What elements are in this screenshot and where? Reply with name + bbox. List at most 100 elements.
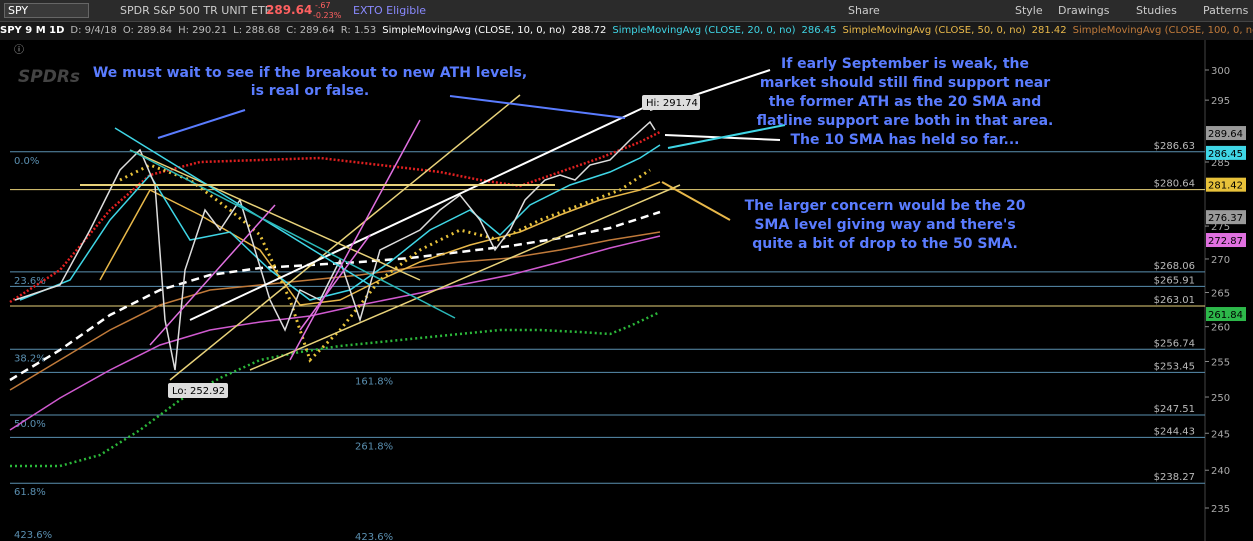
trend-line [289, 119, 421, 361]
info-item: R: 1.53 [340, 25, 377, 36]
info-item: H: 290.21 [178, 25, 228, 36]
info-icon: ⓘ [14, 44, 24, 56]
watermark: SPDRs [18, 67, 80, 87]
arrow [157, 109, 246, 139]
fib-label: 423.6% [355, 532, 393, 541]
tick-label: 245 [1211, 429, 1230, 440]
price-box-label: 286.45 [1208, 149, 1243, 160]
annotation: flatline support are both in that area. [757, 113, 1054, 129]
badge: EXTO Eligible [353, 4, 427, 17]
price-box [1206, 145, 1246, 160]
price-box-label: 281.42 [1208, 181, 1243, 192]
level-label: $286.63 [1154, 141, 1195, 152]
fib-label: 161.8% [355, 376, 393, 387]
info-item: SimpleMovingAvg (CLOSE, 100, 0, no) ... [1072, 25, 1253, 36]
arrow [661, 181, 731, 221]
fib-label: 50.0% [14, 419, 46, 430]
trend-line [299, 234, 371, 331]
annotation: is real or false. [251, 83, 369, 99]
info-item: SimpleMovingAvg (CLOSE, 10, 0, no) [382, 25, 566, 36]
level-label: $253.45 [1154, 361, 1195, 372]
sma-20 [19, 144, 661, 301]
trend-line [129, 149, 421, 281]
info-item: C: 289.64 [286, 25, 335, 36]
level-label: $244.43 [1154, 426, 1195, 437]
info-item: 288.72 [571, 25, 607, 36]
patterns-button[interactable]: Patterns [1203, 4, 1249, 17]
price-box-label: 261.84 [1208, 310, 1243, 321]
annotation: We must wait to see if the breakout to n… [93, 65, 527, 81]
symbol-input[interactable]: SPY [4, 3, 89, 18]
annotation: The larger concern would be the 20 [745, 198, 1026, 214]
tick-label: 235 [1211, 504, 1230, 515]
tick-label: 270 [1211, 255, 1230, 266]
level-label: $265.91 [1154, 275, 1195, 286]
price [14, 120, 656, 371]
hi-label: Hi: 291.74 [646, 98, 698, 109]
info-item: O: 289.84 [122, 25, 173, 36]
fib-label: 38.2% [14, 353, 46, 364]
info-item: SimpleMovingAvg (CLOSE, 20, 0, no) [612, 25, 796, 36]
price-box [1206, 210, 1246, 225]
tick-label: 285 [1211, 158, 1230, 169]
tick-label: 275 [1211, 222, 1230, 233]
annotations: We must wait to see if the breakout to n… [93, 56, 1054, 252]
info-item: 281.42 [1031, 25, 1067, 36]
style-button[interactable]: Style [1015, 4, 1043, 17]
price-axis: 300 295 285 275 270 265 260 255 250 245 240 235 289.… [1205, 66, 1246, 515]
studies-button[interactable]: Studies [1136, 4, 1177, 17]
sma-50-purple [9, 235, 661, 431]
trend-line [149, 204, 276, 346]
price-box-label: 276.37 [1208, 213, 1243, 224]
arrow [449, 95, 626, 119]
levels: $286.63 $280.64 $268.06 $265.91 $263.01 $256.… [10, 141, 1205, 498]
level-label: $238.27 [1154, 472, 1195, 483]
lo-box [168, 383, 228, 398]
info-item: 286.45 [801, 25, 837, 36]
trend-line [129, 149, 456, 319]
info-item: SPY 9 M 1D [0, 25, 65, 36]
fib-label: 0.0% [14, 156, 39, 167]
annotation: SMA level giving way and there's [754, 217, 1015, 233]
change-pct: -0.23% [313, 11, 342, 20]
lo-label: Lo: 252.92 [172, 386, 225, 397]
level-label: $256.74 [1154, 338, 1195, 349]
trend-line [249, 184, 681, 371]
level-label: $280.64 [1154, 179, 1195, 190]
annotation: If early September is weak, the [781, 56, 1029, 72]
annotation: market should still find support near [760, 75, 1050, 91]
info-item: SimpleMovingAvg (CLOSE, 50, 0, no) [842, 25, 1026, 36]
info-item: L: 288.68 [233, 25, 281, 36]
fib-label: 261.8% [355, 441, 393, 452]
price-box [1206, 177, 1246, 192]
tick-label: 295 [1211, 96, 1230, 107]
tick-label: 265 [1211, 289, 1230, 300]
level-label: $247.51 [1154, 404, 1195, 415]
share-button[interactable]: Share [848, 4, 880, 17]
level-label: $268.06 [1154, 261, 1195, 272]
change: -.67 [315, 1, 331, 10]
fib-label: 61.8% [14, 487, 46, 498]
fib-label: 23.6% [14, 276, 46, 287]
fib-label: 423.6% [14, 530, 52, 541]
info-bar: SPY 9 M 1D D: 9/4/18 O: 289.84 H: 290.21 L: … [0, 22, 1253, 40]
price-box [1206, 233, 1246, 248]
price-box [1206, 307, 1246, 322]
trend-line [114, 127, 371, 286]
arrow [667, 124, 786, 149]
tick-label: 255 [1211, 357, 1230, 368]
info-item: D: 9/4/18 [70, 25, 117, 36]
drawings-button[interactable]: Drawings [1058, 4, 1110, 17]
last-price: 289.64 [266, 3, 313, 17]
price-box-label: 289.64 [1208, 129, 1243, 140]
annotation: The 10 SMA has held so far... [791, 132, 1020, 148]
level-label: $263.01 [1154, 295, 1195, 306]
annotation: the former ATH as the 20 SMA and [769, 94, 1042, 110]
toolbar: SPY SPDR S&P 500 TR UNIT ETF 289.64 -.67… [0, 0, 1253, 22]
trend-line [189, 99, 661, 321]
description: SPDR S&P 500 TR UNIT ETF [120, 4, 272, 17]
tick-label: 240 [1211, 466, 1230, 477]
annotation: quite a bit of drop to the 50 SMA. [752, 236, 1018, 252]
